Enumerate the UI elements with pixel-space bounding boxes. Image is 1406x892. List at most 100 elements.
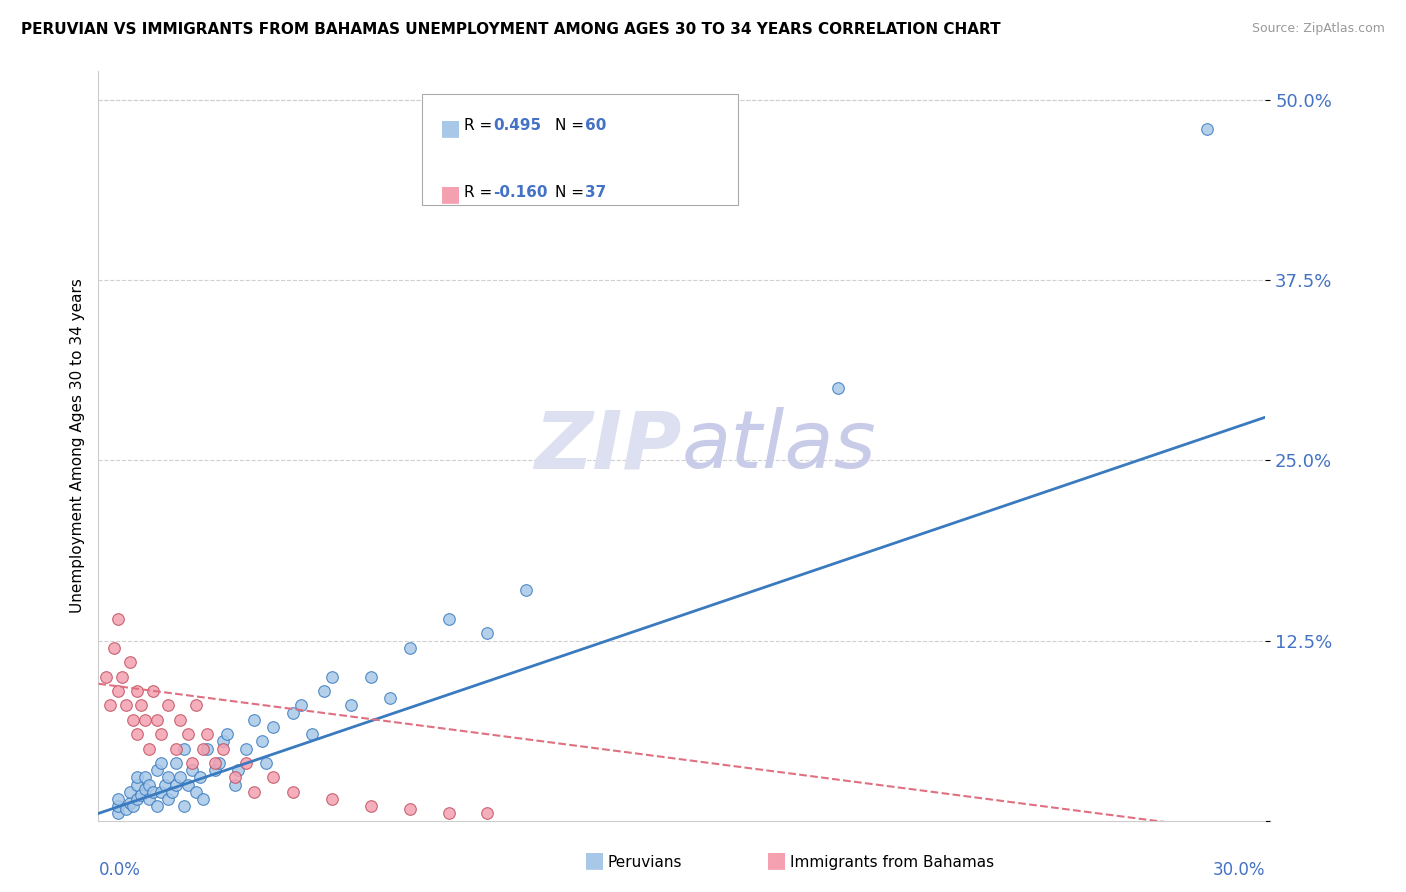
Point [157,698,180,713]
Point [169,771,191,785]
Point [360,669,382,683]
Text: 0.495: 0.495 [494,118,541,133]
Point [193,741,215,756]
Point [235,741,257,756]
Point [122,713,145,727]
Point [127,684,149,698]
Point [215,727,238,741]
Text: N =: N = [555,185,589,200]
Point [162,785,184,799]
Point [146,713,169,727]
Point [127,792,149,806]
Point [380,691,402,706]
Point [281,706,304,720]
Point [184,698,207,713]
Point [122,799,145,814]
Text: ■: ■ [766,850,787,870]
Point [138,741,160,756]
Text: N =: N = [555,118,589,133]
Point [243,713,266,727]
Point [212,734,235,748]
Point [254,756,277,770]
Point [193,792,215,806]
Point [129,698,152,713]
Text: 30.0%: 30.0% [1213,861,1265,879]
Point [111,669,134,683]
Text: -0.160: -0.160 [494,185,548,200]
Point [149,756,172,770]
Point [195,727,218,741]
Point [107,799,129,814]
Point [146,763,169,777]
Point [398,640,420,655]
Point [146,799,169,814]
Point [118,785,141,799]
Point [477,626,499,640]
Point [138,792,160,806]
Point [129,788,152,802]
Point [127,778,149,792]
Point [177,778,200,792]
Text: Immigrants from Bahamas: Immigrants from Bahamas [790,855,994,870]
Point [98,698,121,713]
Point [208,756,231,770]
Point [107,806,129,821]
Point [153,778,176,792]
Text: ZIP: ZIP [534,407,682,485]
Point [228,763,250,777]
Point [118,655,141,669]
Point [165,778,187,792]
Point [224,778,246,792]
Point [169,713,191,727]
Y-axis label: Unemployment Among Ages 30 to 34 years: Unemployment Among Ages 30 to 34 years [69,278,84,614]
Point [142,684,165,698]
Point [134,781,156,796]
Point [281,785,304,799]
Point [224,771,246,785]
Text: 37: 37 [585,185,606,200]
Text: PERUVIAN VS IMMIGRANTS FROM BAHAMAS UNEMPLOYMENT AMONG AGES 30 TO 34 YEARS CORRE: PERUVIAN VS IMMIGRANTS FROM BAHAMAS UNEM… [21,22,1001,37]
Point [262,771,284,785]
Point [321,669,343,683]
Text: 60: 60 [585,118,606,133]
Point [180,763,202,777]
Point [204,763,226,777]
Point [290,698,312,713]
Point [340,698,363,713]
Point [321,792,343,806]
Point [149,785,172,799]
Point [157,792,180,806]
Point [184,785,207,799]
Point [437,612,460,626]
Point [477,806,499,821]
Point [157,771,180,785]
Text: Peruvians: Peruvians [607,855,682,870]
Point [180,756,202,770]
Point [177,727,200,741]
Point [188,771,211,785]
Point [301,727,323,741]
Point [173,741,195,756]
Point [134,771,156,785]
Text: atlas: atlas [682,407,877,485]
Point [138,778,160,792]
Point [195,741,218,756]
Point [107,612,129,626]
Text: R =: R = [464,185,498,200]
Point [165,741,187,756]
Point [1195,122,1218,136]
Point [398,802,420,816]
Text: Source: ZipAtlas.com: Source: ZipAtlas.com [1251,22,1385,36]
Point [212,741,235,756]
Point [127,771,149,785]
Point [437,806,460,821]
Point [312,684,335,698]
Text: ■: ■ [440,118,461,137]
Point [243,785,266,799]
Text: ■: ■ [583,850,605,870]
Point [204,756,226,770]
Point [103,640,125,655]
Point [96,669,118,683]
Point [149,727,172,741]
Text: R =: R = [464,118,498,133]
